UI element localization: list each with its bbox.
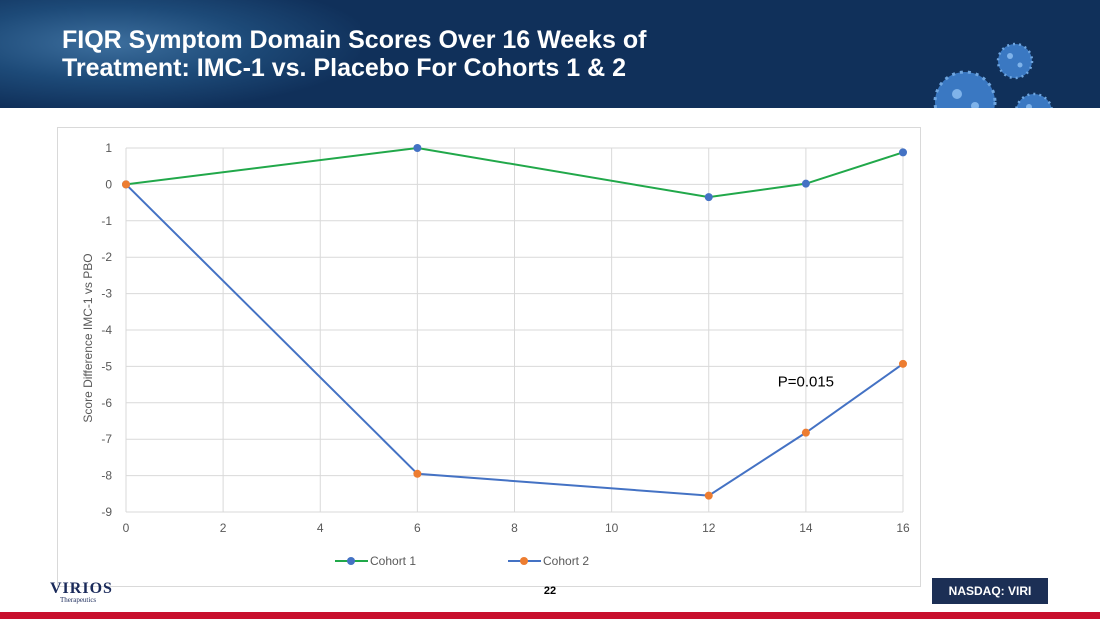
p-value-annotation: P=0.015: [778, 373, 834, 390]
y-tick-label: -4: [101, 323, 112, 337]
logo-wordmark: VIRIOS: [50, 580, 113, 597]
grid-layer: [125, 147, 904, 513]
page-number: 22: [543, 585, 557, 597]
y-tick-label: 1: [105, 141, 112, 155]
legend-marker-cohort1: [347, 557, 355, 565]
legend-marker-cohort2: [520, 557, 528, 565]
nasdaq-badge: NASDAQ: VIRI: [932, 578, 1048, 604]
marker-layer: [122, 144, 907, 500]
virus-small-icon: [996, 42, 1034, 80]
x-tick-label: 10: [605, 521, 619, 535]
y-axis-label: Score Difference IMC-1 vs PBO: [81, 253, 95, 422]
company-logo: VIRIOS Therapeutics: [50, 580, 130, 606]
y-tick-label: -5: [101, 359, 112, 373]
x-tick-label: 6: [414, 521, 421, 535]
virus-large-icon: [933, 70, 997, 108]
y-tick-label: -7: [101, 432, 112, 446]
y-tick-label: -9: [101, 505, 112, 519]
y-tick-label: -3: [101, 287, 112, 301]
x-tick-label: 16: [896, 521, 910, 535]
data-point-cohort2: [704, 491, 713, 500]
y-tick-label: 0: [105, 177, 112, 191]
y-tick-label: -1: [101, 214, 112, 228]
slide-title-line1: FIQR Symptom Domain Scores Over 16 Weeks…: [62, 26, 647, 54]
data-point-cohort1: [899, 148, 907, 157]
chart-container: 1 0 -1 -2 -3 -4 -5 -6 -7 -8 -9 0 2 4 6 8 10 12 14 16 Score …: [57, 127, 921, 587]
x-tick-label: 0: [123, 521, 130, 535]
tick-layer: 10-1-2-3-4-5-6-7-8-90 2 4 6 8 10 12 14 16: [101, 141, 910, 535]
line-chart: 10-1-2-3-4-5-6-7-8-90 2 4 6 8 10 12 14 16 Score …: [81, 141, 910, 568]
x-tick-label: 14: [799, 521, 813, 535]
slide-header: FIQR Symptom Domain Scores Over 16 Weeks…: [0, 0, 1100, 108]
y-tick-label: -6: [101, 396, 112, 410]
slide-title-line2: Treatment: IMC-1 vs. Placebo For Cohorts…: [62, 54, 627, 82]
data-point-cohort2: [122, 180, 130, 189]
header-texture: [0, 0, 360, 108]
y-tick-label: -8: [101, 469, 112, 483]
x-tick-label: 8: [511, 521, 518, 535]
logo-subtext: Therapeutics: [60, 596, 97, 604]
chart-legend: Cohort 1 Cohort 2: [335, 554, 589, 568]
data-point-cohort1: [413, 144, 422, 152]
bottom-accent-bar: [0, 612, 1100, 619]
slide-title: FIQR Symptom Domain Scores Over 16 Weeks…: [62, 26, 782, 82]
legend-label-cohort2: Cohort 2: [543, 554, 589, 568]
data-point-cohort2: [413, 469, 422, 478]
x-tick-label: 12: [702, 521, 716, 535]
data-point-cohort2: [801, 428, 810, 437]
data-point-cohort1: [704, 193, 713, 202]
y-tick-label: -2: [101, 250, 112, 264]
data-point-cohort1: [801, 179, 810, 188]
virus-medium-icon: [1015, 92, 1053, 108]
x-tick-label: 2: [220, 521, 227, 535]
x-tick-label: 4: [317, 521, 324, 535]
legend-label-cohort1: Cohort 1: [370, 554, 416, 568]
data-point-cohort2: [899, 359, 907, 368]
